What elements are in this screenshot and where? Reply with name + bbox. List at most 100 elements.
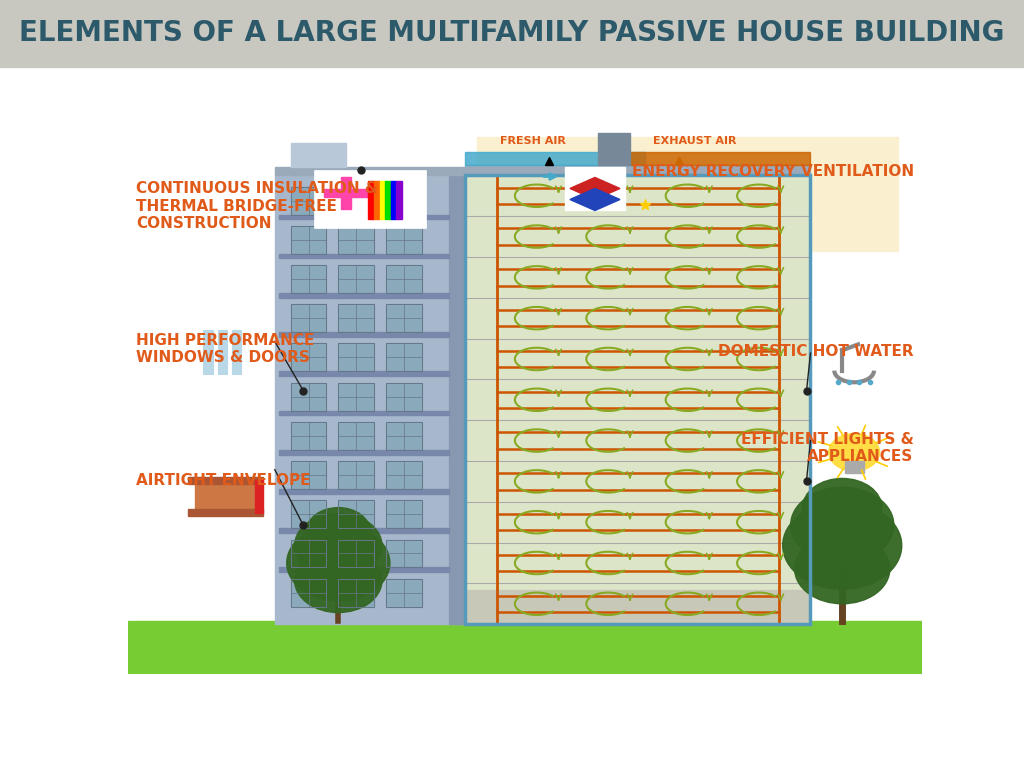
Circle shape	[782, 502, 902, 589]
Polygon shape	[570, 188, 620, 210]
Bar	[465, 176, 811, 625]
Bar	[380, 181, 385, 219]
Bar	[386, 461, 422, 489]
Polygon shape	[570, 177, 620, 200]
Text: EFFICIENT LIGHTS &
APPLIANCES: EFFICIENT LIGHTS & APPLIANCES	[740, 431, 913, 464]
Bar	[279, 332, 450, 337]
Bar	[338, 461, 374, 489]
Bar	[291, 304, 327, 332]
Bar	[385, 181, 391, 219]
Bar	[631, 152, 810, 165]
Bar	[291, 143, 346, 167]
Bar	[291, 265, 327, 293]
Bar	[386, 461, 422, 489]
Bar	[291, 540, 327, 568]
Bar	[291, 578, 327, 606]
Bar	[338, 186, 374, 214]
Bar	[338, 265, 374, 293]
Bar	[386, 578, 422, 606]
Bar	[386, 578, 422, 606]
Bar	[386, 500, 422, 528]
Bar	[386, 500, 422, 528]
Circle shape	[295, 548, 382, 612]
Bar	[291, 382, 327, 410]
Bar	[291, 186, 327, 214]
Bar	[386, 226, 422, 254]
Text: FRESH AIR: FRESH AIR	[501, 136, 566, 146]
Bar	[338, 422, 374, 450]
Bar	[369, 181, 374, 219]
Bar	[274, 167, 465, 176]
Bar	[465, 152, 645, 165]
Bar	[386, 186, 422, 214]
Bar	[291, 265, 327, 293]
Bar	[279, 254, 450, 258]
Circle shape	[306, 508, 370, 554]
Bar	[291, 461, 327, 489]
Bar	[386, 382, 422, 410]
Bar	[845, 461, 863, 472]
Bar	[338, 540, 374, 568]
Bar	[565, 167, 625, 210]
Bar	[291, 578, 327, 606]
Bar	[386, 226, 422, 254]
Bar	[291, 422, 327, 450]
Bar	[291, 226, 327, 254]
Bar	[465, 176, 811, 625]
Bar	[279, 214, 450, 220]
Bar	[396, 181, 401, 219]
Text: AIRTIGHT ENVELOPE: AIRTIGHT ENVELOPE	[136, 472, 310, 488]
Bar	[204, 330, 213, 373]
Text: EXHAUST AIR: EXHAUST AIR	[653, 136, 737, 146]
Bar	[279, 450, 450, 454]
Bar	[338, 461, 374, 489]
Bar	[187, 509, 263, 516]
Bar	[338, 304, 374, 332]
Bar	[279, 489, 450, 494]
Bar	[196, 484, 255, 510]
Bar	[341, 177, 351, 209]
Bar	[187, 478, 263, 484]
Bar	[598, 132, 630, 165]
Bar	[338, 226, 374, 254]
Bar	[232, 330, 242, 373]
Bar	[386, 265, 422, 293]
Bar	[291, 186, 327, 214]
Bar	[465, 590, 811, 625]
Bar	[374, 181, 380, 219]
Bar	[279, 568, 450, 572]
Bar	[338, 540, 374, 568]
Text: HIGH PERFORMANCE
WINDOWS & DOORS: HIGH PERFORMANCE WINDOWS & DOORS	[136, 333, 314, 365]
Text: CONTINUOUS INSULATION &
THERMAL BRIDGE-FREE
CONSTRUCTION: CONTINUOUS INSULATION & THERMAL BRIDGE-F…	[136, 181, 378, 231]
Text: DOMESTIC HOT WATER: DOMESTIC HOT WATER	[718, 344, 913, 360]
Bar	[338, 265, 374, 293]
Bar	[338, 304, 374, 332]
Bar	[291, 344, 327, 372]
Bar	[386, 344, 422, 372]
Bar	[386, 422, 422, 450]
Circle shape	[803, 478, 882, 537]
Bar	[386, 344, 422, 372]
Bar	[386, 540, 422, 568]
Bar	[338, 578, 374, 606]
Bar	[291, 304, 327, 332]
Bar	[279, 372, 450, 376]
Bar	[274, 176, 465, 625]
Bar	[338, 186, 374, 214]
Bar	[450, 176, 465, 625]
Bar	[386, 540, 422, 568]
Text: ENERGY RECOVERY VENTILATION: ENERGY RECOVERY VENTILATION	[632, 164, 913, 179]
Bar	[477, 138, 898, 251]
Bar	[338, 344, 374, 372]
Bar	[255, 480, 263, 513]
Bar	[314, 170, 426, 228]
Bar	[386, 265, 422, 293]
Circle shape	[295, 513, 382, 578]
Bar	[291, 422, 327, 450]
Bar	[291, 382, 327, 410]
Bar	[386, 422, 422, 450]
Circle shape	[791, 488, 894, 563]
Bar	[338, 578, 374, 606]
Bar	[291, 461, 327, 489]
Bar	[291, 500, 327, 528]
